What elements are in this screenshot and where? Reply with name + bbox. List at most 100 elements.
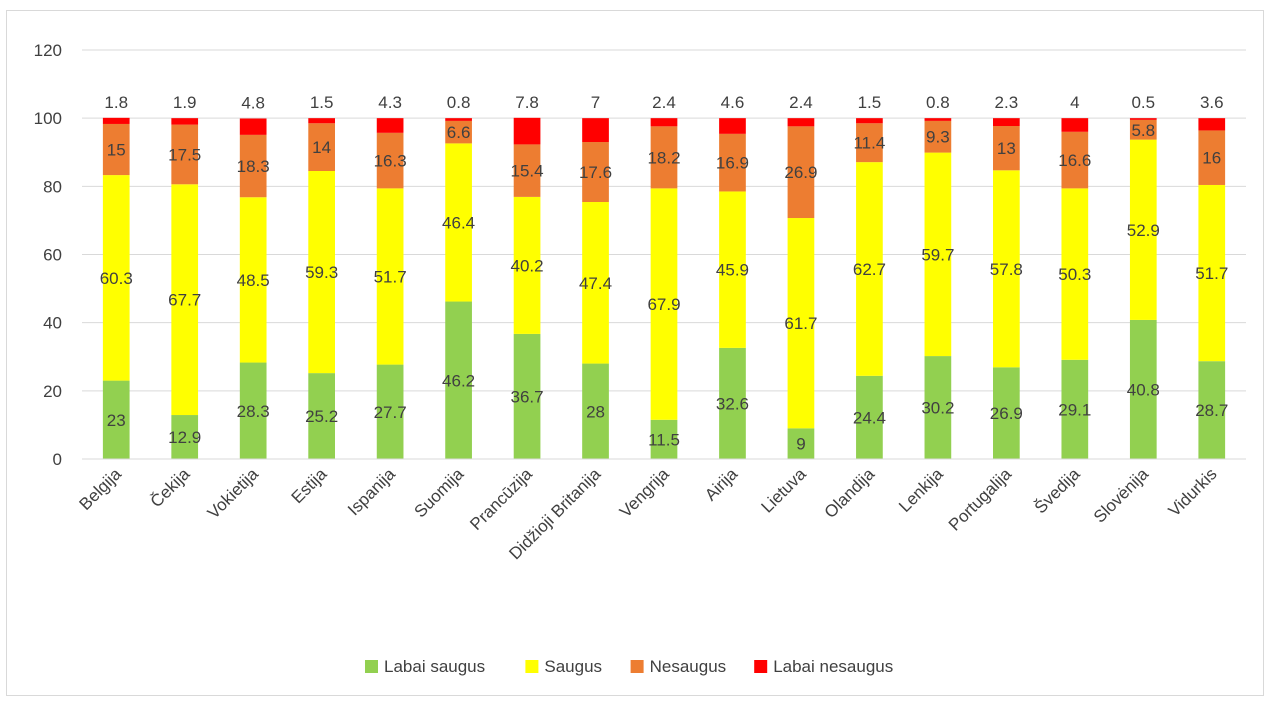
bar-segment bbox=[376, 132, 404, 189]
bar-segment bbox=[924, 152, 952, 357]
x-tick-label: Lenkija bbox=[895, 464, 947, 516]
data-label: 32.6 bbox=[716, 394, 749, 413]
data-label: 62.7 bbox=[853, 260, 886, 279]
bar-segment bbox=[1061, 188, 1089, 360]
bar-segment bbox=[1198, 184, 1226, 362]
bar-segment bbox=[1129, 319, 1157, 459]
legend-swatch bbox=[754, 660, 768, 673]
bar-segment bbox=[856, 375, 883, 459]
data-label: 16 bbox=[1202, 149, 1221, 168]
y-axis: 0 20 40 60 80 100 120 bbox=[34, 41, 62, 469]
chart-frame bbox=[6, 10, 1264, 696]
data-label: 3.6 bbox=[1200, 93, 1224, 112]
data-label: 0.8 bbox=[926, 93, 950, 112]
y-tick-label: 0 bbox=[53, 450, 62, 469]
data-label: 16.3 bbox=[374, 152, 407, 171]
data-label: 4.6 bbox=[721, 93, 745, 112]
data-label: 60.3 bbox=[100, 269, 133, 288]
bar-segment bbox=[993, 118, 1020, 127]
x-tick-label: Čekija bbox=[147, 464, 194, 511]
legend-swatch bbox=[365, 660, 378, 673]
data-label: 61.7 bbox=[784, 314, 817, 333]
legend-swatch bbox=[630, 660, 644, 673]
bars bbox=[102, 117, 1226, 459]
y-tick-label: 120 bbox=[34, 41, 62, 60]
bar-segment bbox=[513, 196, 541, 334]
data-label: 2.4 bbox=[652, 93, 676, 112]
y-tick-label: 40 bbox=[43, 314, 62, 333]
data-label: 1.5 bbox=[310, 93, 334, 112]
legend-label: Labai nesaugus bbox=[773, 657, 893, 676]
bar-segment bbox=[102, 117, 130, 124]
x-tick-label: Lietuva bbox=[758, 464, 811, 517]
bar-segment bbox=[719, 347, 746, 459]
x-tick-label: Vengrija bbox=[616, 464, 673, 521]
bar-segment bbox=[856, 118, 883, 124]
x-tick-label: Suomija bbox=[411, 464, 468, 521]
data-label: 9.3 bbox=[926, 128, 950, 147]
data-label: 50.3 bbox=[1058, 265, 1091, 284]
legend-label: Nesaugus bbox=[650, 657, 727, 676]
bar-segment bbox=[582, 142, 609, 203]
data-label: 12.9 bbox=[168, 428, 201, 447]
data-label: 4.8 bbox=[241, 94, 265, 113]
data-label: 7 bbox=[591, 93, 600, 112]
bar-segment bbox=[1061, 131, 1089, 189]
data-label: 24.4 bbox=[853, 408, 886, 427]
legend-label: Saugus bbox=[544, 657, 602, 676]
x-tick-label: Švedija bbox=[1031, 464, 1084, 517]
bar-segment bbox=[308, 170, 335, 374]
data-label: 28.7 bbox=[1195, 401, 1228, 420]
data-label: 18.2 bbox=[647, 148, 680, 167]
bar-segment bbox=[513, 144, 541, 197]
data-label: 1.5 bbox=[858, 93, 882, 112]
data-label: 2.3 bbox=[995, 93, 1019, 112]
data-label: 14 bbox=[312, 138, 331, 157]
bar-segment bbox=[239, 197, 267, 363]
data-label: 40.2 bbox=[511, 256, 544, 275]
y-tick-label: 60 bbox=[43, 246, 62, 265]
data-label: 47.4 bbox=[579, 274, 612, 293]
data-label: 23 bbox=[107, 411, 126, 430]
bar-segment bbox=[102, 123, 130, 176]
bar-segment bbox=[376, 188, 404, 365]
data-label: 30.2 bbox=[921, 399, 954, 418]
bar-segment bbox=[719, 191, 746, 348]
x-tick-label: Vokietija bbox=[204, 464, 263, 523]
bar-segment bbox=[239, 362, 267, 459]
bar-segment bbox=[308, 373, 335, 459]
data-label: 27.7 bbox=[374, 403, 407, 422]
data-label: 59.3 bbox=[305, 263, 338, 282]
bar-segment bbox=[650, 126, 678, 189]
bar-segment bbox=[582, 202, 609, 364]
data-label: 17.5 bbox=[168, 145, 201, 164]
bar-segment bbox=[650, 419, 678, 459]
data-label: 1.8 bbox=[104, 93, 128, 112]
data-label: 59.7 bbox=[921, 245, 954, 264]
bar-segment bbox=[1129, 139, 1157, 320]
data-label: 5.8 bbox=[1131, 121, 1155, 140]
bar-segment bbox=[650, 188, 678, 420]
data-label: 6.6 bbox=[447, 123, 471, 142]
bar-segment bbox=[1061, 118, 1089, 132]
data-label: 9 bbox=[796, 435, 805, 454]
x-tick-label: Ispanija bbox=[344, 464, 399, 519]
bar-segment bbox=[239, 134, 267, 198]
bar-segment bbox=[513, 117, 541, 145]
data-label: 16.6 bbox=[1058, 151, 1091, 170]
x-tick-label: Belgija bbox=[76, 464, 126, 514]
data-label: 45.9 bbox=[716, 261, 749, 280]
bar-segment bbox=[719, 133, 746, 192]
data-label: 4.3 bbox=[378, 93, 402, 112]
data-label: 17.6 bbox=[579, 163, 612, 182]
data-label: 7.8 bbox=[515, 93, 539, 112]
data-label: 51.7 bbox=[374, 267, 407, 286]
data-label: 67.9 bbox=[647, 295, 680, 314]
data-label: 0.8 bbox=[447, 93, 471, 112]
bar-segment bbox=[513, 333, 541, 459]
bar-segment bbox=[102, 380, 130, 459]
bar-segment bbox=[856, 162, 883, 376]
data-label: 4 bbox=[1070, 93, 1079, 112]
bar-segment bbox=[1198, 130, 1226, 185]
data-label: 46.4 bbox=[442, 213, 475, 232]
